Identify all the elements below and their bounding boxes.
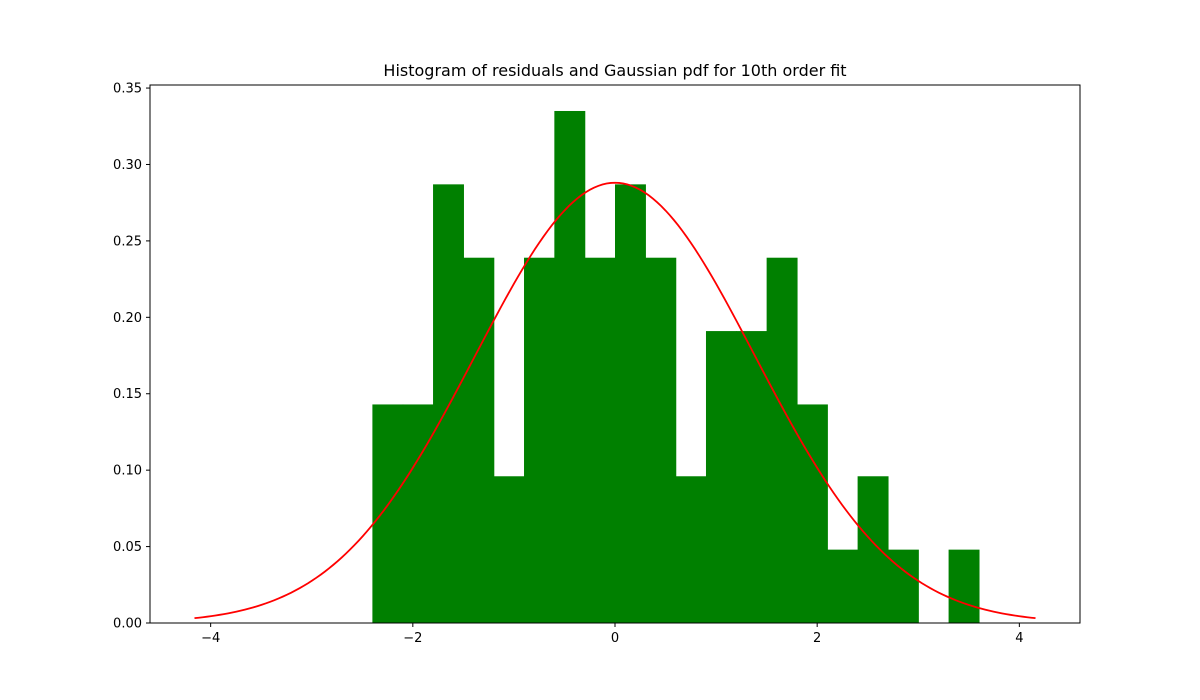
y-tick-label: 0.00 xyxy=(113,617,142,632)
histogram-bar xyxy=(372,404,404,623)
histogram-bar xyxy=(584,257,616,623)
y-tick-label: 0.20 xyxy=(113,311,142,326)
y-axis: 0.00 0.05 0.10 0.15 0.20 0.25 0.30 0.35 xyxy=(113,82,150,632)
gaussian-pdf-curve xyxy=(194,181,1036,620)
y-tick-label: 0.30 xyxy=(113,158,142,173)
chart-title: Histogram of residuals and Gaussian pdf … xyxy=(383,61,846,80)
y-tick-label: 0.15 xyxy=(113,387,142,402)
histogram-bar xyxy=(645,257,677,623)
y-tick-label: 0.10 xyxy=(113,464,142,479)
histogram-bar xyxy=(433,184,464,623)
histogram-bar xyxy=(857,476,889,623)
histogram-bar xyxy=(766,257,798,623)
x-axis: −4 −2 0 2 4 xyxy=(201,623,1023,646)
x-tick-label: 4 xyxy=(1015,631,1023,646)
x-tick-label: −4 xyxy=(201,631,220,646)
histogram-bar xyxy=(948,549,980,623)
y-tick-label: 0.05 xyxy=(113,540,142,555)
histogram-bar xyxy=(675,476,707,623)
histogram-bar xyxy=(402,404,434,623)
histogram-bar xyxy=(524,257,555,623)
y-tick-label: 0.35 xyxy=(113,82,142,97)
x-tick-label: 0 xyxy=(611,631,619,646)
gaussian-curve-group xyxy=(194,181,1036,620)
histogram-bar xyxy=(705,331,737,623)
histogram-bars xyxy=(372,110,980,624)
histogram-bar xyxy=(463,257,495,623)
histogram-bar xyxy=(827,549,859,623)
histogram-bar xyxy=(736,331,768,623)
histogram-bar xyxy=(493,476,525,623)
histogram-bar xyxy=(796,404,828,623)
x-tick-label: 2 xyxy=(813,631,821,646)
histogram-bar xyxy=(615,184,646,623)
histogram-bar xyxy=(554,110,586,624)
y-tick-label: 0.25 xyxy=(113,234,142,249)
x-tick-label: −2 xyxy=(403,631,422,646)
